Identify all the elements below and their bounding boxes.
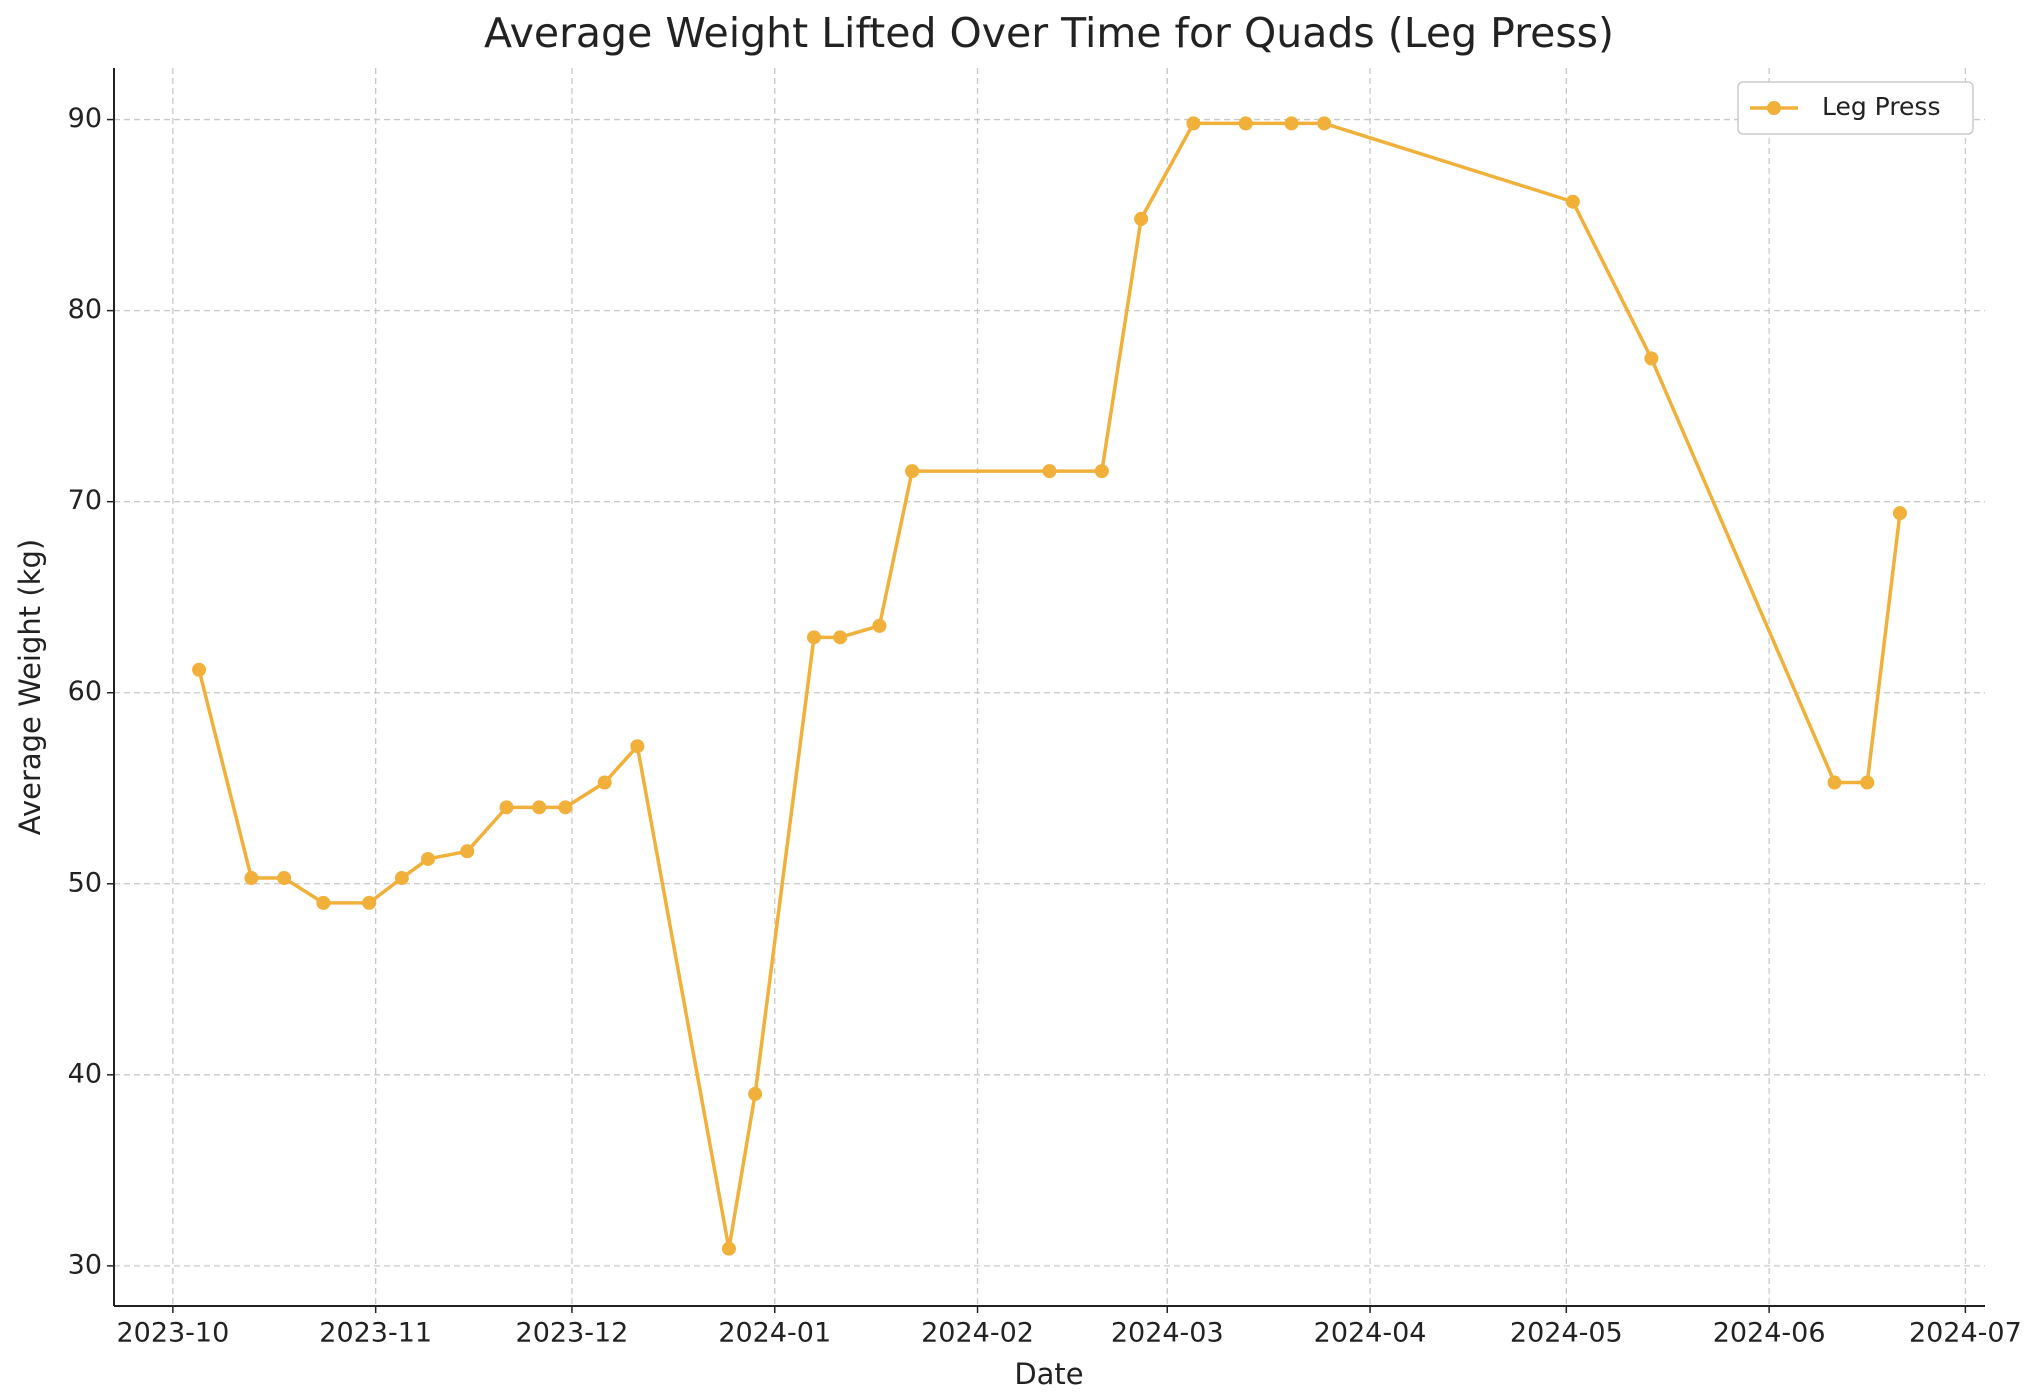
data-point [1284,116,1299,131]
data-point [1238,116,1253,131]
legend-label: Leg Press [1822,92,1940,121]
data-point [806,630,821,645]
data-point [1094,464,1109,479]
x-tick-label: 2024-04 [1314,1318,1427,1349]
data-point [1134,211,1149,226]
data-point [558,800,573,815]
y-tick-label: 70 [68,485,102,516]
x-tick-label: 2024-05 [1510,1318,1623,1349]
y-tick-label: 40 [68,1058,102,1089]
data-point [905,464,920,479]
data-point [244,871,259,886]
data-point [421,851,436,866]
data-point [721,1241,736,1256]
x-tick-label: 2024-01 [718,1318,831,1349]
legend-box [1737,81,1974,135]
data-point [1827,775,1842,790]
x-axis-label: Date [1014,1357,1083,1391]
x-tick-label: 2023-10 [116,1318,229,1349]
data-point [1317,116,1332,131]
data-point [1042,464,1057,479]
data-point [394,871,409,886]
data-point [192,662,207,677]
legend-marker [1767,101,1781,115]
data-point [833,630,848,645]
y-tick-label: 60 [68,676,102,707]
x-tick-label: 2023-11 [319,1318,432,1349]
data-point [460,844,475,859]
x-tick-label: 2023-12 [516,1318,629,1349]
data-point [277,871,292,886]
data-line [197,121,1902,1251]
data-point [1186,116,1201,131]
data-point [630,739,645,754]
chart-title: Average Weight Lifted Over Time for Quad… [484,9,1614,57]
data-point [1565,194,1580,209]
x-tick-label: 2024-06 [1713,1318,1826,1349]
y-tick-label: 30 [68,1249,102,1280]
x-tick-label: 2024-02 [921,1318,1034,1349]
data-point [362,895,377,910]
data-point [1860,775,1875,790]
y-tick-label: 90 [68,103,102,134]
y-tick-label: 50 [68,867,102,898]
data-point [316,895,331,910]
data-point [1892,506,1907,521]
data-point [597,775,612,790]
data-point [748,1086,763,1101]
x-tick-label: 2024-03 [1111,1318,1224,1349]
y-tick-label: 80 [68,294,102,325]
data-point [532,800,547,815]
data-point [499,800,514,815]
data-point [872,618,887,633]
y-axis-label: Average Weight (kg) [13,539,47,835]
data-point [1644,351,1659,366]
x-tick-label: 2024-07 [1909,1318,2022,1349]
